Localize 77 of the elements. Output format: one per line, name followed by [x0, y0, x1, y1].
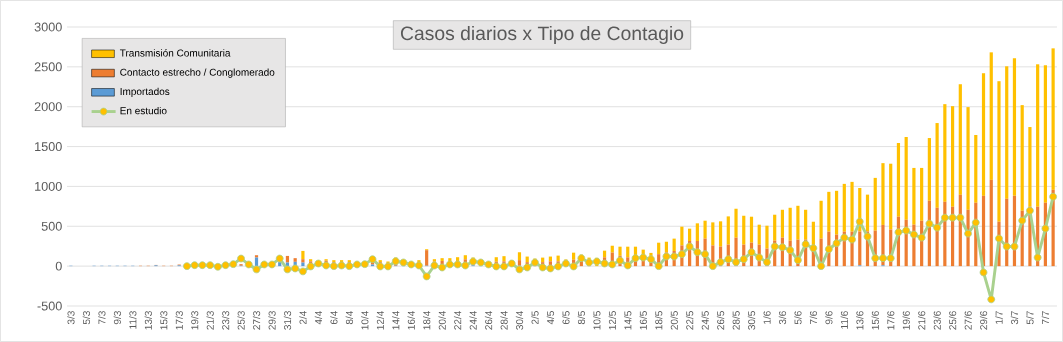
- x-tick-label: 12/4: [376, 310, 384, 330]
- x-tick-label: 3/3: [67, 311, 75, 325]
- x-tick-label: 24/5: [701, 311, 709, 330]
- x-tick-label: 2/4: [299, 310, 307, 325]
- x-tick-label: 5/7: [1026, 311, 1034, 325]
- x-tick-label: 3/6: [778, 311, 787, 325]
- x-tick-label: 30/4: [515, 310, 524, 330]
- legend-label: Importados: [120, 87, 170, 98]
- x-tick-label: 5/6: [794, 311, 802, 325]
- x-tick-label: 3/7: [1010, 311, 1019, 325]
- x-tick-label: 14/4: [392, 310, 400, 330]
- chart-title: Casos diarios x Tipo de Contagio: [400, 25, 684, 45]
- x-tick-label: 2/5: [531, 311, 539, 325]
- x-tick-label: 8/5: [577, 311, 586, 325]
- x-tick-label: 25/3: [237, 311, 245, 330]
- x-tick-label: 10/4: [361, 310, 369, 330]
- x-tick-label: 15/3: [160, 311, 168, 330]
- x-tick-label: 28/4: [500, 310, 508, 330]
- x-tick-label: 16/5: [639, 311, 647, 330]
- x-tick-label: 7/6: [809, 311, 818, 325]
- y-tick-label: 2000: [34, 102, 62, 112]
- x-tick-label: 14/5: [624, 311, 632, 330]
- x-tick-label: 6/5: [562, 311, 570, 325]
- x-tick-label: 13/3: [144, 311, 152, 330]
- x-tick-label: 22/5: [685, 311, 694, 330]
- y-tick-label: -500: [37, 301, 62, 311]
- x-tick-label: 7/3: [98, 311, 106, 325]
- y-tick-label: 1000: [35, 181, 62, 191]
- x-tick-label: 4/4: [314, 310, 323, 325]
- legend-label: Contacto estrecho / Conglomerado: [120, 68, 275, 78]
- x-tick-label: 18/4: [423, 310, 431, 330]
- x-tick-label: 6/4: [330, 310, 338, 325]
- x-tick-label: 4/5: [546, 311, 555, 325]
- x-tick-label: 19/6: [902, 311, 910, 330]
- x-tick-label: 16/4: [407, 310, 415, 330]
- x-tick-label: 31/3: [283, 311, 292, 330]
- x-tick-label: 23/6: [933, 311, 941, 330]
- x-tick-label: 17/6: [887, 311, 895, 330]
- x-tick-label: 30/5: [747, 311, 756, 330]
- x-tick-label: 17/3: [175, 311, 183, 330]
- y-tick-label: 2500: [34, 62, 62, 72]
- x-tick-label: 23/3: [221, 311, 230, 330]
- x-tick-label: 24/4: [469, 310, 477, 330]
- x-tick-label: 20/4: [438, 310, 446, 330]
- x-tick-label: 29/3: [268, 311, 276, 330]
- x-tick-label: 26/5: [716, 311, 725, 330]
- legend-label: Transmisión Comunitaria: [119, 49, 231, 57]
- x-tick-label: 27/6: [964, 311, 972, 330]
- y-tick-label: 500: [41, 221, 62, 231]
- x-tick-label: 10/5: [593, 311, 601, 330]
- x-tick-label: 7/7: [1041, 311, 1050, 325]
- y-tick-label: 0: [55, 261, 62, 271]
- x-tick-label: 11/3: [129, 311, 137, 329]
- y-tick-label: 1500: [35, 142, 62, 152]
- x-tick-label: 29/6: [979, 311, 988, 330]
- x-tick-label: 13/6: [856, 311, 864, 330]
- legend-label: En estudio: [120, 106, 167, 115]
- x-tick-label: 9/3: [113, 311, 121, 325]
- x-tick-label: 21/3: [206, 311, 214, 330]
- x-tick-label: 12/5: [608, 311, 616, 330]
- x-tick-label: 20/5: [670, 311, 678, 330]
- x-tick-label: 1/6: [763, 311, 771, 324]
- x-tick-label: 8/4: [345, 310, 353, 325]
- x-tick-label: 26/4: [484, 310, 493, 330]
- x-tick-label: 27/3: [252, 311, 261, 330]
- x-tick-label: 11/6: [840, 311, 848, 329]
- x-tick-label: 18/5: [655, 311, 663, 330]
- x-tick-label: 28/5: [732, 311, 740, 330]
- x-tick-label: 9/6: [825, 311, 833, 325]
- x-tick-label: 22/4: [453, 310, 462, 330]
- x-tick-label: 25/6: [948, 311, 957, 330]
- x-tick-label: 1/7: [995, 311, 1003, 324]
- x-tick-label: 21/6: [917, 311, 926, 330]
- x-tick-label: 15/6: [871, 311, 879, 330]
- y-tick-label: 3000: [34, 22, 62, 32]
- x-tick-label: 5/3: [82, 311, 91, 325]
- x-tick-label: 19/3: [190, 311, 199, 330]
